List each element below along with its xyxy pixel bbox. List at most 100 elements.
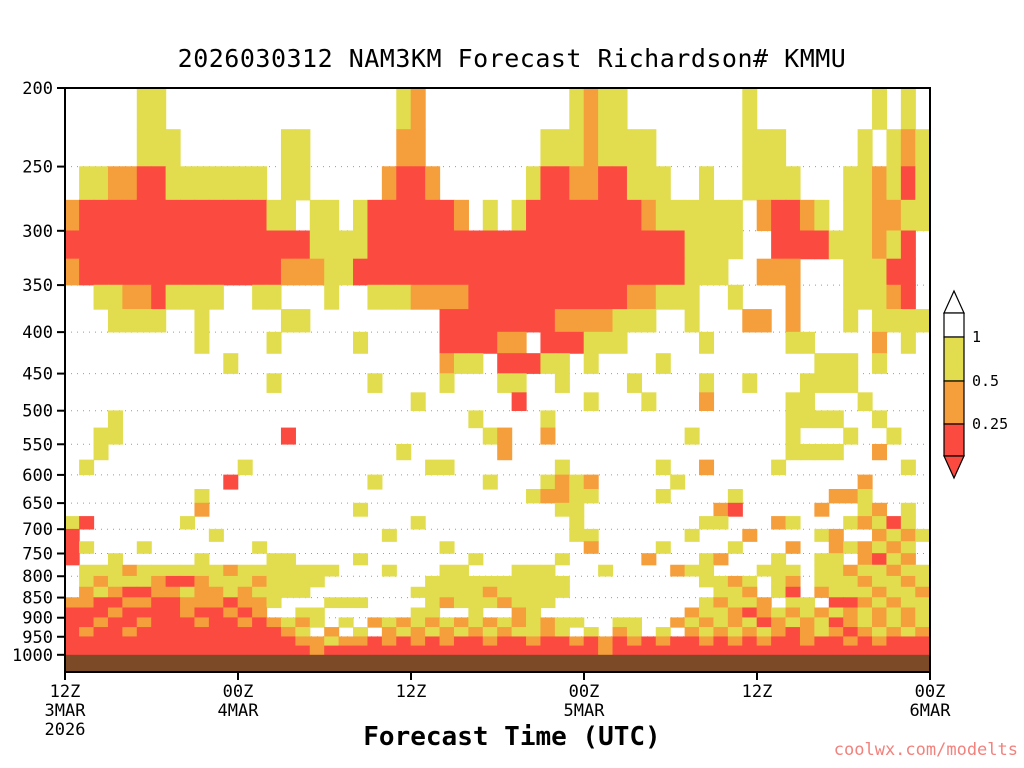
heatmap-cell <box>93 166 109 201</box>
heatmap-cell <box>79 541 95 554</box>
heatmap-cell <box>641 230 657 260</box>
heatmap-cell <box>886 528 902 542</box>
heatmap-cell <box>554 166 570 201</box>
heatmap-cell <box>814 230 830 260</box>
heatmap-cell <box>699 645 715 656</box>
heatmap-cell <box>223 199 239 232</box>
x-tick-label: 12Z <box>742 682 773 702</box>
heatmap-cell <box>843 575 859 588</box>
heatmap-cell <box>814 607 830 619</box>
heatmap-cell <box>785 516 801 530</box>
heatmap-cell <box>93 607 109 619</box>
heatmap-cell <box>280 636 296 647</box>
heatmap-cell <box>468 586 484 598</box>
heatmap-cell <box>208 575 224 588</box>
heatmap-cell <box>324 258 340 286</box>
heatmap-cell <box>136 284 152 310</box>
colorbar-segment <box>943 336 965 382</box>
heatmap-cell <box>785 597 801 609</box>
heatmap-cell <box>540 410 556 429</box>
heatmap-cell <box>900 230 916 260</box>
heatmap-cell <box>237 636 253 647</box>
heatmap-cell <box>453 597 469 609</box>
heatmap-cell <box>626 129 642 167</box>
heatmap-cell <box>626 636 642 647</box>
heatmap-cell <box>900 166 916 201</box>
plot-frame <box>64 87 931 673</box>
heatmap-cell <box>872 502 888 517</box>
heatmap-cell <box>324 199 340 232</box>
heatmap-cell <box>526 586 542 598</box>
heatmap-cell <box>569 258 585 286</box>
heatmap-cell <box>785 575 801 588</box>
heatmap-cell <box>511 575 527 588</box>
heatmap-cell <box>107 230 123 260</box>
heatmap-cell <box>684 645 700 656</box>
heatmap-cell <box>626 230 642 260</box>
heatmap-cell <box>684 607 700 619</box>
heatmap-cell <box>785 645 801 656</box>
heatmap-cell <box>511 331 527 354</box>
heatmap-cell <box>655 353 671 374</box>
watermark-link[interactable]: coolwx.com/modelts <box>833 740 1018 760</box>
heatmap-cell <box>828 617 844 628</box>
heatmap-cell <box>107 645 123 656</box>
heatmap-cell <box>886 586 902 598</box>
heatmap-cell <box>872 528 888 542</box>
heatmap-cell <box>872 645 888 656</box>
heatmap-cell <box>569 284 585 310</box>
heatmap-cell <box>122 597 138 609</box>
heatmap-cell <box>699 230 715 260</box>
heatmap-cell <box>526 636 542 647</box>
y-tick-label: 700 <box>22 520 53 540</box>
heatmap-cell <box>785 443 801 461</box>
heatmap-cell <box>915 129 931 167</box>
heatmap-cell <box>612 230 628 260</box>
heatmap-cell <box>353 645 369 656</box>
heatmap-cell <box>742 87 758 130</box>
heatmap-cell <box>828 645 844 656</box>
heatmap-cell <box>64 258 80 286</box>
heatmap-cell <box>843 564 859 577</box>
heatmap-cell <box>554 617 570 628</box>
heatmap-cell <box>771 607 787 619</box>
heatmap-cell <box>554 627 570 638</box>
heatmap-cell <box>872 564 888 577</box>
heatmap-cell <box>194 553 210 566</box>
heatmap-cell <box>252 258 268 286</box>
heatmap-cell <box>237 575 253 588</box>
heatmap-cell <box>886 636 902 647</box>
heatmap-cell <box>93 645 109 656</box>
heatmap-cell <box>900 607 916 619</box>
heatmap-cell <box>828 575 844 588</box>
heatmap-cell <box>699 199 715 232</box>
heatmap-cell <box>136 564 152 577</box>
heatmap-cell <box>425 645 441 656</box>
heatmap-cell <box>136 586 152 598</box>
heatmap-cell <box>122 607 138 619</box>
heatmap-cell <box>194 230 210 260</box>
heatmap-cell <box>266 575 282 588</box>
heatmap-cell <box>497 617 513 628</box>
heatmap-cell <box>843 586 859 598</box>
heatmap-cell <box>612 617 628 628</box>
x-tick-label: 12Z <box>396 682 427 702</box>
heatmap-cell <box>410 230 426 260</box>
heatmap-cell <box>136 627 152 638</box>
heatmap-cell <box>900 129 916 167</box>
heatmap-cell <box>439 199 455 232</box>
heatmap-cell <box>295 586 311 598</box>
heatmap-cell <box>151 645 167 656</box>
heatmap-cell <box>713 199 729 232</box>
heatmap-cell <box>828 636 844 647</box>
heatmap-cell <box>526 353 542 374</box>
heatmap-cell <box>93 627 109 638</box>
heatmap-cell <box>107 427 123 445</box>
heatmap-cell <box>742 373 758 393</box>
heatmap-cell <box>872 597 888 609</box>
heatmap-cell <box>872 575 888 588</box>
heatmap-cell <box>122 636 138 647</box>
heatmap-cell <box>295 617 311 628</box>
heatmap-cell <box>252 607 268 619</box>
